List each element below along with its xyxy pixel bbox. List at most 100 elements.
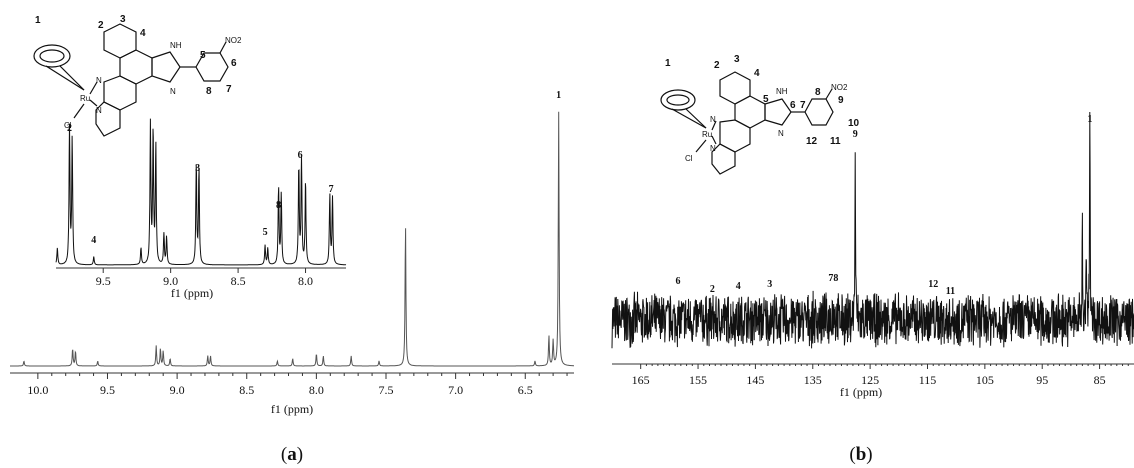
b-mol-label-10: 10 [848,118,860,129]
b-mol-label-1: 1 [665,58,671,69]
b-atom-n3: N [778,129,784,138]
b-ring-lower [711,143,736,175]
panel-b: 165 155 145 135 125 115 105 95 85 f1 (ppm) 62 4 37… [611,54,1134,465]
a-tick-label: 7.5 [379,383,394,397]
a-mol-label-8: 8 [206,86,212,97]
b-ring-middle [734,95,766,129]
a-atom-n2: N [96,106,102,115]
b-tick-label: 115 [919,373,937,387]
a-caption: (a) [281,444,303,465]
a-x-axis-label: f1 (ppm) [271,402,313,416]
b-mol-label-12: 12 [806,136,818,147]
b-ring-top [719,71,751,105]
a-bond [219,41,227,54]
a-imidazole [151,51,181,83]
a-inset-peak-labels: 2 4 3 5 8 6 7 [67,123,334,246]
a-tick-label: 10.0 [27,383,48,397]
b-mol-label-9: 9 [838,95,844,106]
b-atom-cl: Cl [685,154,693,163]
a-peak-labels: 1 [556,90,561,101]
panel-a: 10.0 9.5 9.0 8.5 8.0 7.5 7.0 6.5 f1 (ppm) 1 9.5… [10,14,574,465]
a-atom-n3: N [170,87,176,96]
a-bond [59,65,85,91]
a-atom-n1: N [96,76,102,85]
b-arene-inner [666,94,690,106]
a-mol-label-6: 6 [231,58,237,69]
b-peak-label: 1 [1087,114,1092,125]
b-mol-label-3: 3 [734,54,740,65]
a-arene-inner [39,49,65,63]
a-inset-peak-label: 4 [91,235,96,246]
b-peak-label: 6 [675,276,680,287]
a-mol-label-1: 1 [35,15,41,26]
a-mol-label-5: 5 [200,50,206,61]
a-x-ticks: 10.0 9.5 9.0 8.5 8.0 7.5 7.0 6.5 [27,373,568,397]
b-peak-label: 4 [736,281,741,292]
b-spectrum [611,111,1134,349]
a-inset-peak-label: 7 [329,184,334,195]
b-bond [825,88,833,100]
a-peak-label: 1 [556,90,561,101]
a-inset-spectrum [55,118,347,266]
b-ring-bottom [719,119,751,153]
a-bond [45,65,85,91]
b-peak-label: 3 [767,279,772,290]
a-inset-peak-label: 3 [195,163,200,174]
a-atom-ru: Ru [80,94,90,103]
b-tick-label: 145 [746,373,764,387]
a-tick-label: 9.5 [100,383,115,397]
b-atom-nh: NH [776,87,788,96]
b-caption: (b) [849,444,872,465]
a-tick-label: 7.0 [448,383,463,397]
a-inset-peak-label: 6 [298,150,303,161]
a-ring-lower [95,101,121,137]
a-inset-x-axis-label: f1 (ppm) [171,286,213,300]
b-molecule-structure: Ru Cl N N NH N NO2 1 2 3 4 5 6 7 8 [660,54,860,175]
a-atom-cl: Cl [64,121,72,130]
b-atom-n2: N [710,144,716,153]
a-main-spectrum [10,111,574,367]
a-atom-nh: NH [170,41,182,50]
b-peak-label: 11 [946,286,955,297]
a-bond [73,103,85,119]
a-inset-peak-label: 5 [263,227,268,238]
b-mol-label-7: 7 [800,100,806,111]
b-mol-label-5: 5 [763,94,769,105]
a-mol-label-7: 7 [226,84,232,95]
a-tick-label: 8.0 [309,383,324,397]
a-tick-label: 8.5 [239,383,254,397]
b-bond [695,139,707,153]
b-peak-label: 9 [853,129,858,140]
a-tick-label: 6.5 [518,383,533,397]
b-tick-label: 85 [1094,373,1106,387]
b-atom-n1: N [710,115,716,124]
b-arene-ring [660,89,696,111]
b-bond [711,120,717,131]
b-bond [671,108,707,129]
b-peak-label: 78 [828,273,838,284]
a-inset-peak-label: 8 [276,200,281,211]
b-tick-label: 155 [689,373,707,387]
a-molecule-structure: Ru Cl N N NH N NO2 1 2 3 4 5 [33,14,242,137]
a-inset-x-ticks: 9.5 9.0 8.5 8.0 [96,268,313,288]
b-atom-no2: NO2 [831,83,848,92]
b-tick-label: 105 [976,373,994,387]
b-mol-label-2: 2 [714,60,720,71]
b-peak-label: 2 [710,284,715,295]
b-tick-label: 165 [632,373,650,387]
a-arene-ring [33,44,71,68]
b-x-ticks: 165 155 145 135 125 115 105 95 85 [632,364,1129,387]
b-mol-label-6: 6 [790,100,796,111]
a-inset-peak-label: 2 [67,123,72,134]
a-bond [89,81,98,95]
a-mol-label-2: 2 [98,20,104,31]
b-tick-label: 135 [804,373,822,387]
a-bond [89,99,98,107]
b-bond [711,135,717,145]
b-bond [685,108,707,129]
a-inset-tick-label: 9.0 [163,274,178,288]
b-mol-label-11: 11 [830,136,841,147]
a-tick-label: 9.0 [170,383,185,397]
b-tick-label: 125 [861,373,879,387]
